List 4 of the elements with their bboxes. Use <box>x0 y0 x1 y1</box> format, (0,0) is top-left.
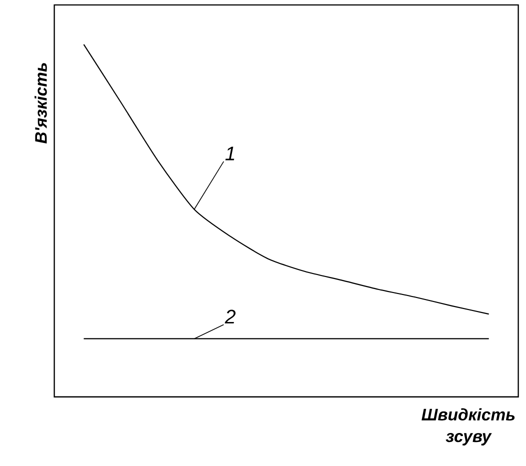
y-axis-title: В'язкість <box>34 63 47 144</box>
x-axis-title: Швидкість зсуву <box>422 408 515 446</box>
text: 1 <box>225 146 234 160</box>
series-label: 2 <box>224 310 236 324</box>
